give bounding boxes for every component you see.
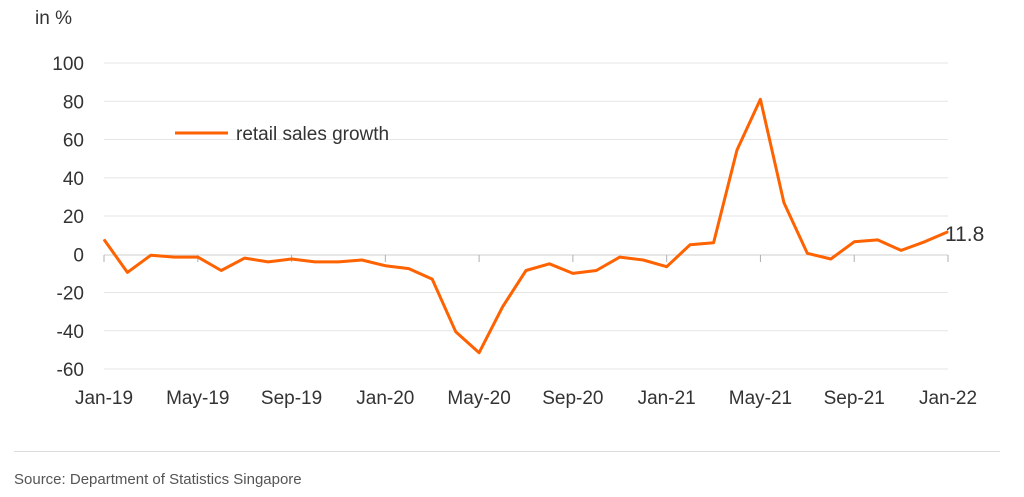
legend: retail sales growth bbox=[175, 124, 389, 145]
data-point bbox=[103, 239, 105, 241]
y-tick-label: 80 bbox=[63, 92, 84, 113]
data-point bbox=[666, 266, 668, 268]
y-tick-label: -40 bbox=[57, 322, 84, 343]
data-point bbox=[783, 202, 785, 204]
data-point bbox=[525, 270, 527, 272]
x-tick-label: Jan-21 bbox=[638, 388, 696, 409]
y-tick-label: 0 bbox=[73, 245, 84, 266]
data-point bbox=[548, 263, 550, 265]
legend-label: retail sales growth bbox=[236, 124, 389, 145]
x-tick-label: Sep-19 bbox=[261, 388, 322, 409]
data-point bbox=[642, 259, 644, 261]
data-point bbox=[853, 241, 855, 243]
data-point bbox=[502, 306, 504, 308]
data-point bbox=[361, 259, 363, 261]
data-point bbox=[595, 270, 597, 272]
data-point bbox=[900, 249, 902, 251]
data-point bbox=[572, 272, 574, 274]
series-line bbox=[102, 97, 949, 355]
data-point bbox=[314, 261, 316, 263]
x-axis-ticks: Jan-19 May-19 Sep-19 Jan-20 May-20 Sep-20 Jan-… bbox=[75, 388, 977, 409]
x-tick-label: Sep-20 bbox=[542, 388, 603, 409]
data-point bbox=[455, 331, 457, 333]
data-point bbox=[713, 242, 715, 244]
y-tick-label: 40 bbox=[63, 169, 84, 190]
data-point bbox=[197, 256, 199, 258]
data-point bbox=[337, 261, 339, 263]
data-point bbox=[830, 258, 832, 260]
data-point bbox=[267, 261, 269, 263]
data-point bbox=[220, 270, 222, 272]
data-point bbox=[150, 254, 152, 256]
data-point bbox=[806, 252, 808, 254]
x-tick-label: May-20 bbox=[447, 388, 510, 409]
y-axis-unit-label: in % bbox=[35, 8, 72, 29]
y-axis-ticks: 100 80 60 40 20 0 -20 -40 -60 bbox=[52, 54, 84, 381]
data-point bbox=[689, 244, 691, 246]
data-point bbox=[291, 258, 293, 260]
source-note: Source: Department of Statistics Singapo… bbox=[14, 471, 302, 488]
x-tick-label: May-19 bbox=[166, 388, 229, 409]
data-point bbox=[947, 231, 949, 233]
data-point bbox=[244, 257, 246, 259]
y-tick-label: -20 bbox=[57, 284, 84, 305]
x-tick-label: Jan-20 bbox=[356, 388, 414, 409]
series-retail-sales-growth bbox=[102, 97, 949, 355]
end-value-label: 11.8 bbox=[945, 223, 984, 246]
data-point bbox=[431, 278, 433, 280]
data-point bbox=[126, 271, 128, 273]
x-tick-label: May-21 bbox=[729, 388, 792, 409]
y-tick-label: 20 bbox=[63, 207, 84, 228]
x-tick-label: Jan-19 bbox=[75, 388, 133, 409]
data-point bbox=[759, 98, 761, 100]
grid-lines bbox=[104, 62, 948, 370]
data-point bbox=[478, 352, 480, 354]
data-point bbox=[736, 149, 738, 151]
data-point bbox=[173, 256, 175, 258]
data-point bbox=[619, 256, 621, 258]
data-point bbox=[408, 268, 410, 270]
y-tick-label: -60 bbox=[57, 360, 84, 381]
data-point bbox=[924, 241, 926, 243]
footer-divider bbox=[14, 451, 1000, 452]
x-tick-label: Jan-22 bbox=[919, 388, 977, 409]
x-tick-label: Sep-21 bbox=[824, 388, 885, 409]
y-tick-label: 60 bbox=[63, 131, 84, 152]
data-point bbox=[384, 265, 386, 267]
y-tick-label: 100 bbox=[52, 54, 84, 75]
data-point bbox=[877, 239, 879, 241]
